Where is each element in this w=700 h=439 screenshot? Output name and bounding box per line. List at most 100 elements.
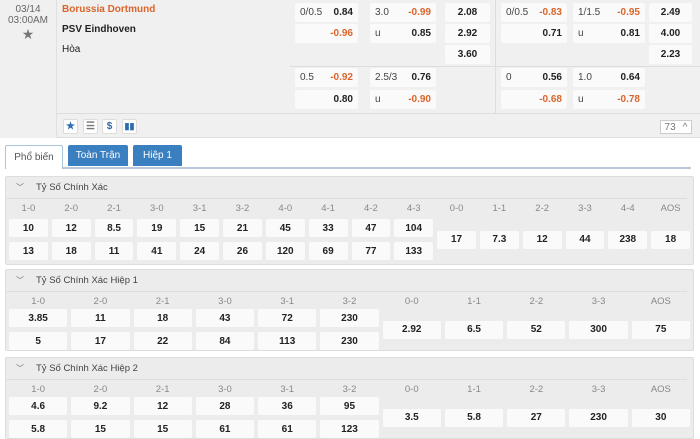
- score-odds-button[interactable]: 5.8: [444, 408, 504, 427]
- score-odds-button[interactable]: 15: [71, 420, 130, 438]
- odds-cell[interactable]: 4.00: [649, 24, 692, 43]
- score-odds-button[interactable]: 300: [569, 320, 628, 339]
- score-odds-button[interactable]: 26: [223, 242, 262, 260]
- score-odds-button[interactable]: 18: [133, 309, 192, 327]
- odds-cell[interactable]: 0 0.56: [501, 68, 567, 87]
- odds-cell[interactable]: 2.92: [445, 24, 490, 43]
- score-odds-button[interactable]: 45: [265, 219, 305, 237]
- score-odds-button[interactable]: 17: [71, 332, 130, 350]
- score-odds-button[interactable]: 7.3: [479, 230, 519, 249]
- score-odds-button[interactable]: 17: [437, 230, 476, 249]
- more-markets-button[interactable]: 73 ^: [660, 120, 692, 134]
- score-odds-button[interactable]: 36: [258, 397, 317, 415]
- score-odds-button[interactable]: 43: [195, 309, 255, 327]
- score-odds-button[interactable]: 75: [631, 320, 690, 339]
- odds-cell[interactable]: 0.71: [501, 24, 567, 43]
- odds-cell[interactable]: 0.80: [295, 90, 358, 109]
- chart-icon[interactable]: ▮▮: [122, 119, 137, 134]
- chevron-down-icon[interactable]: ﹀: [16, 364, 24, 373]
- score-odds-button[interactable]: 41: [137, 242, 177, 260]
- score-odds-button[interactable]: 123: [320, 420, 379, 438]
- score-odds-button[interactable]: 52: [507, 320, 566, 339]
- score-odds-button[interactable]: 230: [320, 309, 379, 327]
- score-odds-button[interactable]: 61: [195, 420, 255, 438]
- score-odds-button[interactable]: 30: [631, 408, 690, 427]
- score-odds-button[interactable]: 9.2: [71, 397, 130, 415]
- star-icon[interactable]: ★: [63, 119, 78, 134]
- score-odds-button[interactable]: 3.85: [9, 309, 68, 327]
- score-odds-button[interactable]: 18: [51, 242, 91, 260]
- dollar-icon[interactable]: $: [102, 119, 117, 134]
- list-icon[interactable]: ☰: [83, 119, 98, 134]
- score-odds-button[interactable]: 27: [507, 408, 566, 427]
- score-odds-button[interactable]: 4.6: [9, 397, 68, 415]
- score-odds-button[interactable]: 21: [223, 219, 262, 237]
- odds-cell[interactable]: -0.96: [295, 24, 358, 43]
- odds-cell[interactable]: 3.60: [445, 45, 490, 64]
- odds-cell[interactable]: -0.68: [501, 90, 567, 109]
- tab-popular[interactable]: Phổ biến: [5, 145, 63, 169]
- odds-cell[interactable]: u -0.90: [370, 90, 436, 109]
- odds-cell[interactable]: 1/1.5 -0.95: [573, 3, 645, 22]
- score-odds-button[interactable]: 95: [320, 397, 379, 415]
- score-odds-button[interactable]: 22: [133, 332, 192, 350]
- score-odds-button[interactable]: 28: [195, 397, 255, 415]
- chevron-down-icon[interactable]: ﹀: [16, 183, 24, 192]
- odds-cell[interactable]: u 0.81: [573, 24, 645, 43]
- score-odds-button[interactable]: 230: [320, 332, 379, 350]
- score-odds-button[interactable]: 120: [265, 242, 305, 260]
- odds-cell[interactable]: 2.5/3 0.76: [370, 68, 436, 87]
- score-odds-button[interactable]: 19: [137, 219, 177, 237]
- score-odds-button[interactable]: 33: [308, 219, 348, 237]
- score-odds-button[interactable]: 13: [9, 242, 48, 260]
- score-odds-button[interactable]: 3.5: [382, 408, 441, 427]
- score-odds-button[interactable]: 11: [94, 242, 134, 260]
- score-odds-button[interactable]: 24: [180, 242, 220, 260]
- section-header[interactable]: ﹀ Tỷ Số Chính Xác Hiệp 2: [6, 358, 687, 380]
- score-odds-button[interactable]: 12: [133, 397, 192, 415]
- score-odds-button[interactable]: 47: [351, 219, 391, 237]
- score-odds-button[interactable]: 72: [258, 309, 317, 327]
- score-odds-button[interactable]: 11: [71, 309, 130, 327]
- chevron-down-icon[interactable]: ﹀: [16, 276, 24, 285]
- score-odds-button[interactable]: 5.8: [9, 420, 68, 438]
- score-odds-button[interactable]: 230: [569, 408, 628, 427]
- score-odds-button[interactable]: 77: [351, 242, 391, 260]
- score-odds-button[interactable]: 6.5: [444, 320, 504, 339]
- score-odds-button[interactable]: 15: [180, 219, 220, 237]
- score-column: 3-0 28 61: [195, 382, 255, 438]
- score-odds-button[interactable]: 12: [51, 219, 91, 237]
- score-odds-button[interactable]: 44: [565, 230, 605, 249]
- odds-cell[interactable]: 2.49: [649, 3, 692, 22]
- tab-half-1[interactable]: Hiệp 1: [133, 145, 182, 166]
- score-odds-button[interactable]: 15: [133, 420, 192, 438]
- odds-cell[interactable]: 3.0 -0.99: [370, 3, 436, 22]
- tab-full-match[interactable]: Toàn Trận: [68, 145, 128, 166]
- odds-cell[interactable]: 1.0 0.64: [573, 68, 645, 87]
- home-team[interactable]: Borussia Dortmund: [62, 4, 156, 15]
- odds-cell[interactable]: 2.08: [445, 3, 490, 22]
- section-header[interactable]: ﹀ Tỷ Số Chính Xác: [6, 177, 687, 199]
- score-odds-button[interactable]: 18: [651, 230, 690, 249]
- score-odds-button[interactable]: 61: [258, 420, 317, 438]
- odds-cell[interactable]: 0.5 -0.92: [295, 68, 358, 87]
- odds-cell[interactable]: u -0.78: [573, 90, 645, 109]
- odds-cell[interactable]: 0/0.5 -0.83: [501, 3, 567, 22]
- score-odds-button[interactable]: 69: [308, 242, 348, 260]
- score-odds-button[interactable]: 238: [608, 230, 648, 249]
- score-odds-button[interactable]: 5: [9, 332, 68, 350]
- score-odds-button[interactable]: 12: [522, 230, 562, 249]
- odds-cell[interactable]: u 0.85: [370, 24, 436, 43]
- away-team[interactable]: PSV Eindhoven: [62, 24, 136, 35]
- score-odds-button[interactable]: 104: [394, 219, 434, 237]
- odds-cell[interactable]: 0/0.5 0.84: [295, 3, 358, 22]
- score-odds-button[interactable]: 133: [394, 242, 434, 260]
- score-odds-button[interactable]: 84: [195, 332, 255, 350]
- odds-cell[interactable]: 2.23: [649, 45, 692, 64]
- section-header[interactable]: ﹀ Tỷ Số Chính Xác Hiệp 1: [6, 270, 687, 292]
- score-odds-button[interactable]: 8.5: [94, 219, 134, 237]
- score-odds-button[interactable]: 2.92: [382, 320, 441, 339]
- score-odds-button[interactable]: 113: [258, 332, 317, 350]
- favorite-star-icon[interactable]: ★: [21, 26, 35, 42]
- score-odds-button[interactable]: 10: [9, 219, 48, 237]
